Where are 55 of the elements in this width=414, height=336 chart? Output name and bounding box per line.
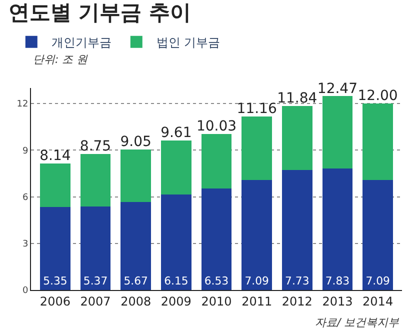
total-label: 9.05 <box>120 134 152 150</box>
bar <box>120 202 151 290</box>
y-tick-label: 6 <box>22 192 28 203</box>
bar <box>282 106 312 170</box>
total-label: 9.61 <box>160 125 192 142</box>
legend-label: 법인 기부금 <box>156 36 220 50</box>
x-tick-label: 2013 <box>322 294 353 308</box>
x-tick-label: 2011 <box>242 294 272 308</box>
data-label: 7.09 <box>366 274 390 288</box>
legend-label: 개인기부금 <box>51 36 112 50</box>
bar <box>40 164 70 207</box>
total-label: 12.00 <box>358 88 398 104</box>
total-label: 8.75 <box>80 138 112 155</box>
total-label: 11.16 <box>236 101 277 118</box>
x-tick-label: 2014 <box>362 294 394 308</box>
data-label: 6.15 <box>164 274 188 288</box>
bar <box>80 154 111 207</box>
text: 자료/ 보건복지부 <box>315 316 400 329</box>
total-label: 10.03 <box>196 118 237 135</box>
bar <box>201 188 232 290</box>
bar <box>242 180 272 290</box>
bar <box>161 140 192 194</box>
y-tick-label: 0 <box>22 286 28 296</box>
bar <box>362 180 393 290</box>
bar <box>242 116 272 180</box>
bar <box>282 170 312 290</box>
data-label: 6.53 <box>204 274 229 288</box>
bar <box>322 168 353 290</box>
bar <box>201 134 232 189</box>
bar <box>120 149 151 202</box>
x-tick-label: 2012 <box>282 294 312 308</box>
data-label: 7.73 <box>285 274 310 288</box>
x-tick-label: 2007 <box>80 294 111 308</box>
total-label: 11.84 <box>277 90 318 107</box>
data-label: 7.83 <box>325 274 350 288</box>
bar <box>80 206 111 290</box>
bar <box>161 194 192 290</box>
x-tick-label: 2006 <box>40 294 70 308</box>
bar <box>322 96 353 168</box>
text: 단위: 조 원 <box>33 53 89 66</box>
x-tick-label: 2008 <box>120 294 152 308</box>
data-label: 7.09 <box>244 274 270 288</box>
y-tick-label: 12 <box>16 100 28 110</box>
y-tick-label: 3 <box>22 240 28 250</box>
chart-title: 연도별 기부금 추이 <box>8 0 191 25</box>
total-label: 8.14 <box>40 148 71 164</box>
data-label: 5.67 <box>124 274 148 288</box>
data-label: 5.35 <box>43 274 68 288</box>
x-tick-label: 2009 <box>160 294 192 308</box>
data-label: 5.37 <box>83 274 108 288</box>
bar <box>362 104 393 180</box>
total-label: 12.47 <box>317 80 358 97</box>
y-tick-label: 9 <box>22 146 28 156</box>
x-tick-label: 2010 <box>201 294 232 308</box>
bar <box>40 206 70 290</box>
